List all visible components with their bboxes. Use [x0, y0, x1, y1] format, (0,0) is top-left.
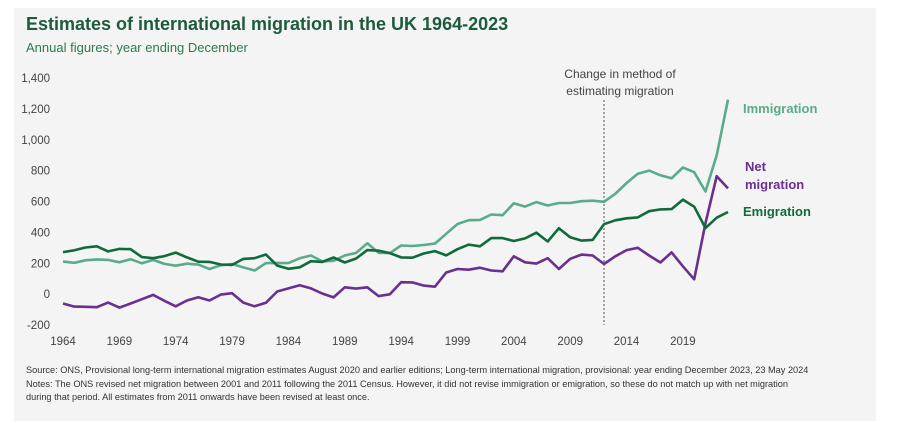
x-tick-label: 2009 — [557, 336, 583, 348]
footer-notes-line1: Notes: The ONS revised net migration bet… — [26, 378, 788, 389]
series-group — [62, 99, 730, 309]
immigration-label: Immigration — [743, 101, 817, 116]
y-tick-label: 400 — [31, 227, 50, 239]
x-tick-label: 1984 — [276, 336, 302, 348]
emigration-line — [62, 198, 729, 271]
net-migration-line — [62, 174, 729, 309]
y-axis: -200 0 200 400 600 800 1,000 1,200 1,400 — [21, 73, 50, 332]
x-tick-label: 2014 — [614, 336, 640, 348]
x-axis: 1964 1969 1974 1979 1984 1989 1994 1999 2004 2009… — [50, 336, 696, 348]
x-tick-label: 1979 — [219, 336, 245, 348]
footer-notes-line2: during that period. All estimates from 2… — [26, 392, 370, 402]
x-tick-label: 1969 — [107, 336, 133, 348]
net-migration-label: migration — [745, 177, 804, 192]
immigration-line — [62, 99, 730, 272]
net-migration-label: Net — [745, 159, 767, 174]
x-tick-label: 1974 — [163, 336, 189, 348]
y-tick-label: 200 — [31, 258, 50, 270]
method-change-note-line1: Change in method of — [564, 67, 676, 81]
y-tick-label: 1,000 — [21, 135, 50, 147]
chart-panel — [14, 8, 876, 421]
method-change-note-line2: estimating migration — [566, 84, 673, 98]
y-tick-label: 600 — [31, 197, 50, 209]
x-tick-label: 1989 — [332, 336, 358, 348]
x-tick-label: 2019 — [670, 336, 696, 348]
y-tick-label: 1,200 — [21, 104, 50, 116]
y-tick-label: 0 — [44, 289, 50, 301]
chart-title: Estimates of international migration in … — [26, 14, 509, 34]
chart-subtitle: Annual figures; year ending December — [26, 40, 248, 55]
y-tick-label: 800 — [31, 166, 50, 178]
footer-source: Source: ONS, Provisional long-term inter… — [26, 365, 809, 375]
emigration-label: Emigration — [743, 204, 811, 219]
x-tick-label: 1964 — [50, 336, 76, 348]
y-tick-label: 1,400 — [21, 73, 50, 85]
x-tick-label: 1999 — [445, 336, 471, 348]
footer: Source: ONS, Provisional long-term inter… — [26, 364, 872, 405]
y-tick-label: -200 — [27, 320, 50, 332]
x-tick-label: 2004 — [501, 336, 527, 348]
series-labels: Immigration Net migration Emigration — [743, 101, 817, 219]
x-tick-label: 1994 — [388, 336, 414, 348]
